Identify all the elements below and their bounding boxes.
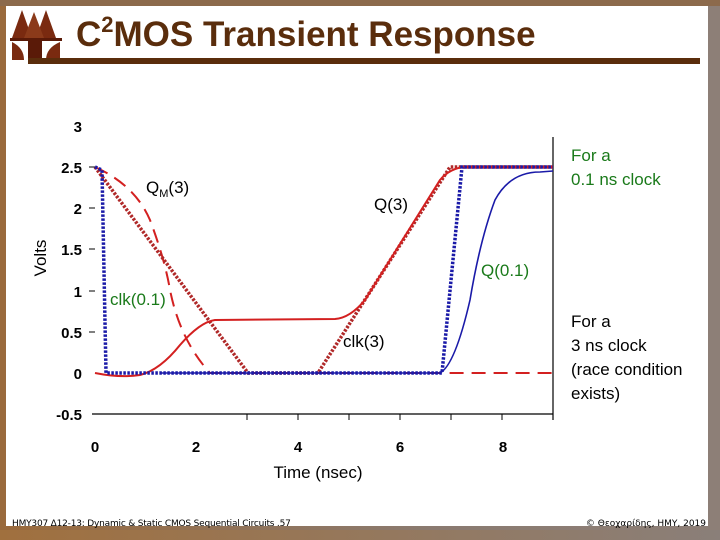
svg-text:1: 1 bbox=[74, 284, 82, 301]
svg-text:0: 0 bbox=[91, 439, 99, 456]
series-q01 bbox=[160, 170, 554, 374]
top-border bbox=[0, 0, 720, 6]
title-rule bbox=[28, 58, 700, 64]
svg-text:0.5: 0.5 bbox=[61, 325, 82, 342]
svg-text:1.5: 1.5 bbox=[61, 242, 82, 259]
series-clk01 bbox=[94, 165, 553, 375]
svg-text:-0.5: -0.5 bbox=[56, 407, 82, 424]
svg-text:4: 4 bbox=[294, 439, 303, 456]
label-clk3: clk(3) bbox=[343, 332, 385, 351]
note-slow-clock: For a 3 ns clock (race condition exists) bbox=[571, 312, 683, 403]
svg-text:8: 8 bbox=[499, 439, 507, 456]
series-qm3 bbox=[94, 166, 553, 374]
note-fast-clock: For a 0.1 ns clock bbox=[571, 146, 661, 189]
svg-text:2.5: 2.5 bbox=[61, 160, 82, 177]
bottom-border bbox=[0, 530, 720, 540]
y-tick-labels: 3 2.5 2 1.5 1 0.5 0 -0.5 bbox=[56, 119, 82, 424]
university-logo-icon bbox=[8, 8, 64, 60]
svg-text:0: 0 bbox=[74, 366, 82, 383]
footer-course: HMY307 Δ12-13: Dynamic & Static CMOS Seq… bbox=[12, 519, 291, 529]
slide bbox=[6, 6, 708, 526]
label-q01: Q(0.1) bbox=[481, 261, 529, 280]
x-axis-label: Time (nsec) bbox=[273, 463, 362, 482]
y-axis-label: Volts bbox=[31, 240, 50, 277]
label-qm3: QM(3) bbox=[146, 178, 189, 200]
label-clk01: clk(0.1) bbox=[110, 290, 166, 309]
svg-text:3: 3 bbox=[74, 119, 82, 136]
svg-text:6: 6 bbox=[396, 439, 404, 456]
label-q3: Q(3) bbox=[374, 195, 408, 214]
x-tick-labels: 0 2 4 6 8 bbox=[91, 439, 507, 456]
svg-text:2: 2 bbox=[192, 439, 200, 456]
svg-text:2: 2 bbox=[74, 201, 82, 218]
series-q3 bbox=[94, 166, 553, 378]
slide-title: C2MOS Transient Response bbox=[76, 12, 536, 54]
footer-copyright: © Θεοχαρίδης, ΗΜΥ, 2019 bbox=[585, 519, 706, 529]
